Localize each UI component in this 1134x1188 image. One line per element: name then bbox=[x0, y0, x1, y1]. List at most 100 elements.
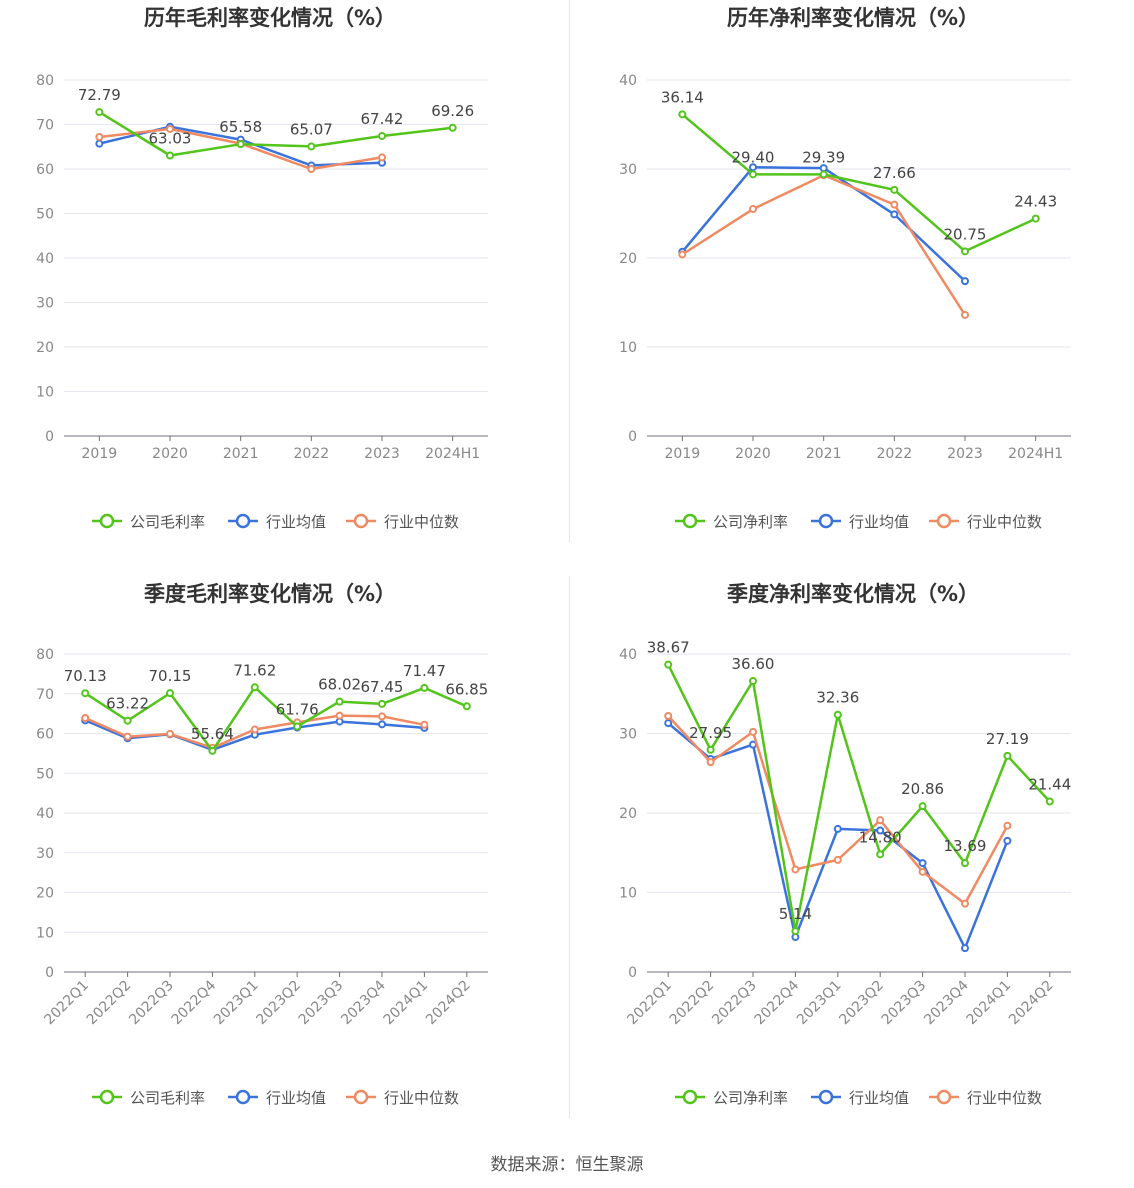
data-label: 27.66 bbox=[873, 164, 916, 182]
data-point-company bbox=[1031, 214, 1040, 223]
data-label: 38.67 bbox=[647, 639, 690, 657]
data-label: 20.86 bbox=[901, 780, 944, 798]
y-tick-label: 30 bbox=[619, 162, 637, 178]
data-point-median bbox=[876, 816, 885, 825]
data-point-company bbox=[749, 170, 757, 179]
y-tick-label: 10 bbox=[619, 340, 637, 356]
data-point-median bbox=[1003, 821, 1012, 830]
data-point-median bbox=[335, 711, 344, 720]
legend-marker-avg bbox=[818, 1089, 834, 1105]
legend-label: 行业中位数 bbox=[384, 1089, 459, 1107]
y-tick-label: 60 bbox=[36, 162, 54, 178]
legend-label: 行业中位数 bbox=[967, 513, 1042, 531]
data-point-company bbox=[420, 683, 429, 692]
data-point-company bbox=[706, 745, 715, 754]
y-tick-label: 40 bbox=[619, 647, 637, 663]
quarterly-net-margin-chart: 季度净利率变化情况（%） 0 10 20 30 40 2022Q1 2022Q2 2022Q3 2… bbox=[583, 576, 1134, 1152]
y-tick-label: 60 bbox=[36, 727, 54, 743]
data-label: 71.62 bbox=[233, 661, 276, 679]
data-point-avg bbox=[664, 719, 673, 728]
data-label: 29.40 bbox=[732, 148, 775, 166]
x-tick-label: 2023 bbox=[947, 446, 983, 462]
data-point-avg bbox=[95, 139, 104, 148]
data-point-company bbox=[876, 850, 885, 859]
legend-label: 行业均值 bbox=[849, 1089, 909, 1107]
legend-marker-company bbox=[99, 1089, 115, 1105]
data-label: 29.39 bbox=[802, 148, 845, 166]
legend-marker-median bbox=[936, 1089, 952, 1105]
x-tick-label: 2022 bbox=[877, 446, 913, 462]
legend-label: 行业中位数 bbox=[384, 513, 459, 531]
legend-marker-median bbox=[936, 513, 952, 529]
data-point-company bbox=[166, 689, 174, 698]
legend-label: 行业均值 bbox=[266, 1089, 326, 1107]
data-point-median bbox=[250, 725, 259, 734]
data-label: 65.58 bbox=[219, 118, 262, 136]
x-tick-label: 2022Q4 bbox=[752, 977, 803, 1028]
x-tick-label: 2023Q4 bbox=[338, 977, 389, 1028]
annual-gross-margin-svg: 历年毛利率变化情况（%） 0 10 20 30 40 50 60 70 80 2019 2020 202… bbox=[36, 6, 488, 531]
data-label: 63.03 bbox=[149, 130, 192, 148]
y-tick-label: 20 bbox=[619, 251, 637, 267]
x-tick-label: 2024H1 bbox=[425, 446, 480, 462]
data-label: 24.43 bbox=[1014, 193, 1057, 211]
x-tick-label: 2022 bbox=[294, 446, 330, 462]
data-point-company bbox=[961, 247, 969, 256]
x-tick-label: 2021 bbox=[223, 446, 259, 462]
data-label: 71.47 bbox=[403, 662, 446, 680]
legend-marker-company bbox=[682, 513, 698, 529]
x-tick-label: 2019 bbox=[665, 446, 701, 462]
data-point-median bbox=[706, 758, 715, 767]
data-label: 36.60 bbox=[732, 655, 775, 673]
legend-marker-median bbox=[353, 513, 369, 529]
y-tick-label: 20 bbox=[36, 886, 54, 902]
data-point-median bbox=[378, 712, 386, 721]
data-label: 65.07 bbox=[290, 120, 333, 138]
data-point-avg bbox=[1003, 836, 1012, 845]
x-tick-label: 2022Q4 bbox=[169, 977, 220, 1028]
series-line-company bbox=[667, 664, 1051, 933]
x-tick-label: 2024Q1 bbox=[381, 978, 432, 1029]
legend-marker-company bbox=[682, 1089, 698, 1105]
legend-label: 行业均值 bbox=[266, 513, 326, 531]
data-point-company bbox=[961, 859, 969, 868]
x-tick-label: 2023Q4 bbox=[921, 977, 972, 1028]
data-point-avg bbox=[918, 859, 927, 868]
data-label: 67.45 bbox=[361, 678, 404, 696]
y-tick-label: 30 bbox=[36, 846, 54, 862]
legend-marker-avg bbox=[235, 1089, 251, 1105]
y-tick-label: 0 bbox=[628, 429, 637, 445]
y-tick-label: 0 bbox=[45, 429, 54, 445]
data-label: 5.14 bbox=[779, 905, 812, 923]
y-tick-label: 20 bbox=[619, 806, 637, 822]
data-point-company bbox=[749, 677, 757, 686]
data-point-median bbox=[890, 200, 899, 209]
data-label: 63.22 bbox=[106, 695, 149, 713]
divider-top bbox=[569, 0, 570, 542]
data-point-median bbox=[664, 712, 673, 721]
chart-title: 季度净利率变化情况（%） bbox=[727, 582, 979, 606]
data-point-median bbox=[961, 310, 969, 319]
x-tick-label: 2022Q2 bbox=[667, 978, 718, 1029]
data-point-company bbox=[448, 123, 457, 132]
data-point-avg bbox=[961, 944, 969, 953]
x-tick-label: 2021 bbox=[806, 446, 842, 462]
quarterly-net-margin-svg: 季度净利率变化情况（%）0102030402022Q12022Q22022Q32… bbox=[619, 582, 1071, 1107]
quarterly-gross-margin-chart: 季度毛利率变化情况（%） 0 10 20 30 40 50 60 70 80 2022Q1 2022Q… bbox=[0, 576, 567, 1152]
data-label: 70.15 bbox=[149, 667, 192, 685]
data-point-company bbox=[123, 716, 132, 725]
data-source: 数据来源：恒生聚源 bbox=[490, 1155, 644, 1175]
data-point-company bbox=[462, 702, 471, 711]
legend-label: 公司净利率 bbox=[713, 1089, 788, 1107]
data-point-company bbox=[95, 108, 104, 117]
data-point-median bbox=[95, 132, 104, 141]
data-label: 14.80 bbox=[859, 828, 902, 846]
chart-title: 季度毛利率变化情况（%） bbox=[144, 582, 396, 606]
data-label: 70.13 bbox=[64, 667, 107, 685]
data-point-avg bbox=[378, 720, 386, 729]
data-point-company bbox=[819, 170, 828, 179]
y-tick-label: 50 bbox=[36, 766, 54, 782]
legend-label: 公司毛利率 bbox=[130, 1089, 205, 1107]
data-point-company bbox=[378, 131, 386, 140]
data-point-avg bbox=[876, 826, 885, 835]
